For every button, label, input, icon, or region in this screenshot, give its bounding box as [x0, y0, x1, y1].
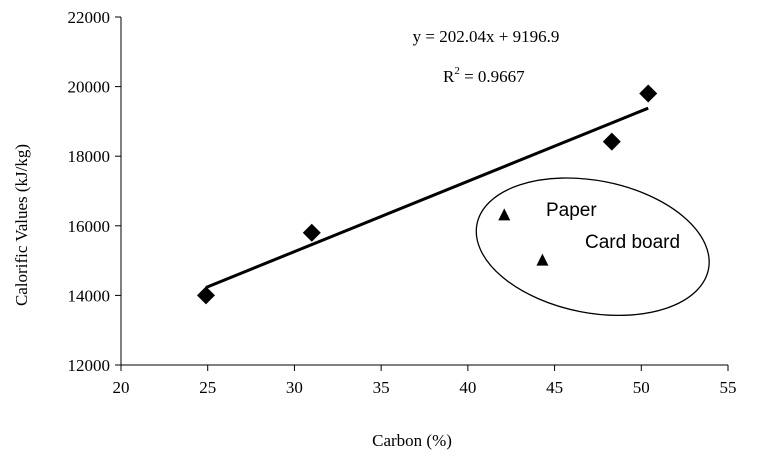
paper-label: Paper: [546, 200, 597, 221]
r-squared-exponent: 2: [454, 65, 460, 77]
y-tick-label: 18000: [68, 147, 111, 166]
y-tick-label: 20000: [68, 78, 111, 97]
x-tick-label: 55: [720, 378, 737, 397]
data-point-triangle: [498, 208, 511, 221]
r-squared-prefix: R: [443, 67, 455, 86]
x-tick-label: 45: [546, 378, 563, 397]
r-squared-value: = 0.9667: [460, 67, 525, 86]
x-tick-label: 40: [459, 378, 476, 397]
axes: 12000 14000 16000 18000 20000 22000 20 25 30 35 40…: [68, 8, 737, 397]
y-tick-label: 22000: [68, 8, 111, 27]
trendline-equation: y = 202.04x + 9196.9: [413, 27, 560, 46]
data-point-triangle: [536, 253, 549, 266]
x-tick-label: 35: [373, 378, 390, 397]
y-tick-label: 16000: [68, 217, 111, 236]
x-axis-title: Carbon (%): [372, 431, 452, 450]
plot-area: [196, 84, 710, 317]
data-point-diamond: [196, 286, 215, 305]
x-tick-label: 25: [199, 378, 216, 397]
grouping-ellipse: [475, 177, 710, 317]
x-tick-label: 30: [286, 378, 303, 397]
r-squared-label: R2 = 0.9667: [443, 65, 525, 86]
y-axis-title: Calorific Values (kJ/kg): [12, 144, 31, 306]
x-tick-label: 50: [633, 378, 650, 397]
x-tick-label: 20: [113, 378, 130, 397]
data-point-diamond: [302, 223, 321, 242]
data-point-diamond: [639, 84, 658, 103]
y-tick-label: 12000: [68, 356, 111, 375]
y-tick-label: 14000: [68, 286, 111, 305]
trendline: [205, 106, 649, 289]
cardboard-label: Card board: [585, 232, 680, 253]
data-point-diamond: [602, 132, 621, 151]
